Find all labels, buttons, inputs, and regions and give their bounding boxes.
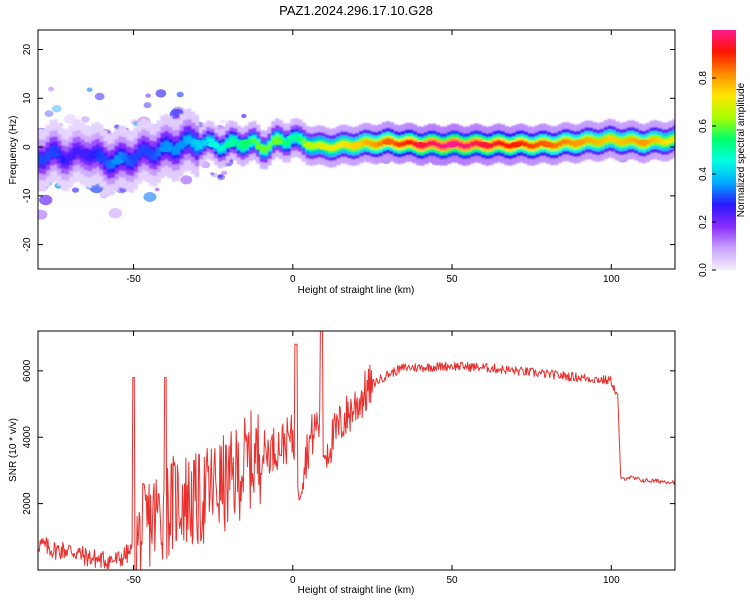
ridge-cell	[605, 137, 617, 142]
ridge-cell	[573, 140, 585, 145]
spectrogram-y-tick-label: 0	[22, 144, 33, 150]
ridge-cell	[542, 142, 554, 147]
ridge-cell	[271, 140, 283, 145]
ridge-cell	[96, 157, 108, 162]
ridge-cell	[478, 142, 490, 147]
snr-panel: -50 0 50 100 2000 4000 6000 Height of straigh…	[8, 331, 675, 596]
ridge-cell	[351, 142, 363, 147]
ridge-cell	[382, 140, 394, 145]
ridge-cell	[319, 145, 331, 150]
snr-x-tick-label: 0	[290, 575, 296, 586]
ridge-cell	[223, 142, 235, 147]
spectrogram-y-axis-label: Frequency (Hz)	[8, 116, 19, 185]
snr-x-axis-label: Height of straight line (km)	[298, 585, 415, 596]
ridge-cell	[64, 154, 76, 159]
ridge-cell	[287, 135, 299, 140]
spectrogram-x-tick-label: 0	[290, 274, 296, 285]
ridge-cell	[112, 159, 124, 164]
snr-y-axis-label: SNR (10 * v/v)	[8, 418, 19, 482]
spectrogram-y-tick-label: 10	[22, 92, 33, 104]
ridge-cell	[48, 152, 60, 157]
ridge-cell	[239, 140, 251, 145]
snr-y-tick-label: 6000	[22, 359, 33, 382]
colorbar-gradient	[712, 30, 736, 270]
colorbar-tick-label: 0.0	[698, 263, 709, 277]
colorbar-tick-label: 0.4	[698, 167, 709, 181]
snr-x-tick-label: -50	[126, 575, 141, 586]
ridge-cell	[414, 142, 426, 147]
colorbar-tick-label: 0.6	[698, 119, 709, 133]
colorbar-tick-label: 0.2	[698, 215, 709, 229]
colorbar-label: Normalized spectral amplitude	[736, 82, 747, 217]
spectrogram-y-tick-label: -10	[22, 188, 33, 203]
snr-background	[38, 331, 675, 570]
chart-title: PAZ1.2024.296.17.10.G28	[279, 3, 433, 18]
ridge-cell	[144, 149, 156, 154]
ridge-cell	[510, 142, 522, 147]
ridge-cell	[255, 145, 267, 150]
ridge-cell	[80, 149, 92, 154]
spectrogram-x-tick-label: 50	[446, 274, 458, 285]
ridge-cell	[637, 140, 649, 145]
ridge-cell	[303, 142, 315, 147]
snr-x-tick-label: 50	[446, 575, 458, 586]
spectrogram-x-axis-label: Height of straight line (km)	[298, 285, 415, 296]
snr-x-tick-label: 100	[603, 575, 620, 586]
ridge-cell	[175, 142, 187, 147]
snr-y-tick-label: 4000	[22, 426, 33, 449]
colorbar: 0.0 0.2 0.4 0.6 0.8 Normalized spectral ampl…	[698, 30, 747, 277]
spectrogram-y-tick-label: -20	[22, 237, 33, 252]
ridge-cell	[191, 140, 203, 145]
spectrogram-panel: -50 0 50 100 -20 -10 0 10 20 Height of straight…	[8, 30, 681, 296]
ridge-cell	[159, 147, 171, 152]
spectrogram-x-tick-label: 100	[603, 274, 620, 285]
ridge-cell	[446, 142, 458, 147]
snr-y-tick-label: 2000	[22, 492, 33, 515]
colorbar-tick-label: 0.8	[698, 71, 709, 85]
ridge-cell	[128, 154, 140, 159]
spectrogram-x-tick-label: -50	[126, 274, 141, 285]
ridge-cell	[207, 142, 219, 147]
spectrogram-y-tick-label: 20	[22, 44, 33, 56]
